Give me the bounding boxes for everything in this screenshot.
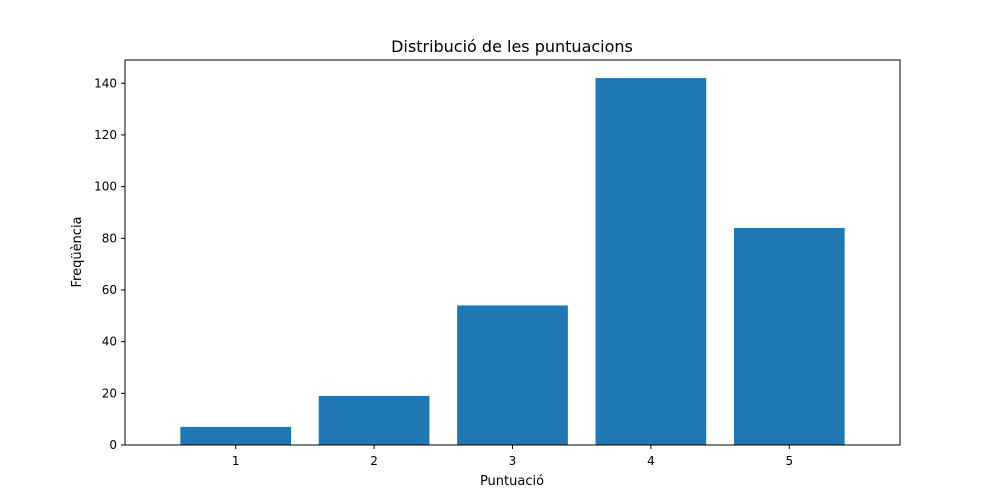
y-axis-label: Freqüència xyxy=(70,216,85,287)
y-tick-label: 60 xyxy=(102,283,117,297)
chart-title: Distribució de les puntuacions xyxy=(391,37,633,56)
bar-3 xyxy=(457,305,568,445)
x-tick-label: 1 xyxy=(232,454,240,468)
bar-4 xyxy=(595,78,707,445)
plot-frame xyxy=(124,59,901,446)
y-tick-label: 100 xyxy=(94,180,117,194)
y-tick-label: 120 xyxy=(94,128,117,142)
x-tick-label: 2 xyxy=(370,454,378,468)
y-tick-label: 40 xyxy=(102,335,117,349)
bar-1 xyxy=(180,426,292,445)
bars-group xyxy=(180,78,845,445)
y-tick-label: 140 xyxy=(94,76,117,90)
x-tick-label: 4 xyxy=(647,454,655,468)
x-tick-label: 5 xyxy=(785,454,793,468)
bar-5 xyxy=(733,227,845,445)
x-axis-ticks: 1 2 3 4 5 xyxy=(232,445,793,468)
y-tick-label: 80 xyxy=(102,231,117,245)
y-tick-label: 0 xyxy=(109,438,117,452)
bar-2 xyxy=(318,395,430,445)
x-tick-label: 3 xyxy=(509,454,517,468)
x-axis-label: Puntuació xyxy=(480,474,544,489)
y-axis-ticks: 0 20 40 60 80 100 120 140 xyxy=(94,76,125,452)
y-tick-label: 20 xyxy=(102,386,117,400)
